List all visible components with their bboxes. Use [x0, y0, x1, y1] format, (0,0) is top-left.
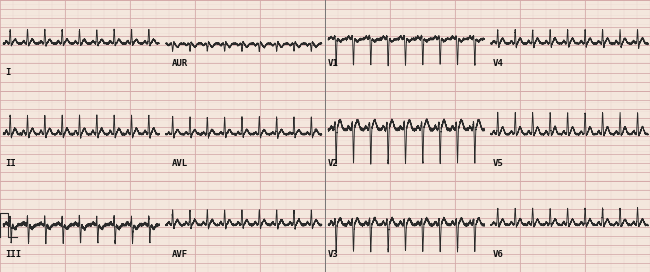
Text: I: I: [5, 68, 10, 77]
Text: AUR: AUR: [172, 59, 188, 68]
Text: III: III: [5, 250, 21, 259]
Text: V3: V3: [328, 250, 339, 259]
Text: V6: V6: [493, 250, 504, 259]
Text: V2: V2: [328, 159, 339, 168]
Text: V1: V1: [328, 59, 339, 68]
Text: V5: V5: [493, 159, 504, 168]
Text: AVL: AVL: [172, 159, 188, 168]
Text: AVF: AVF: [172, 250, 188, 259]
Text: II: II: [5, 159, 16, 168]
Text: V4: V4: [493, 59, 504, 68]
